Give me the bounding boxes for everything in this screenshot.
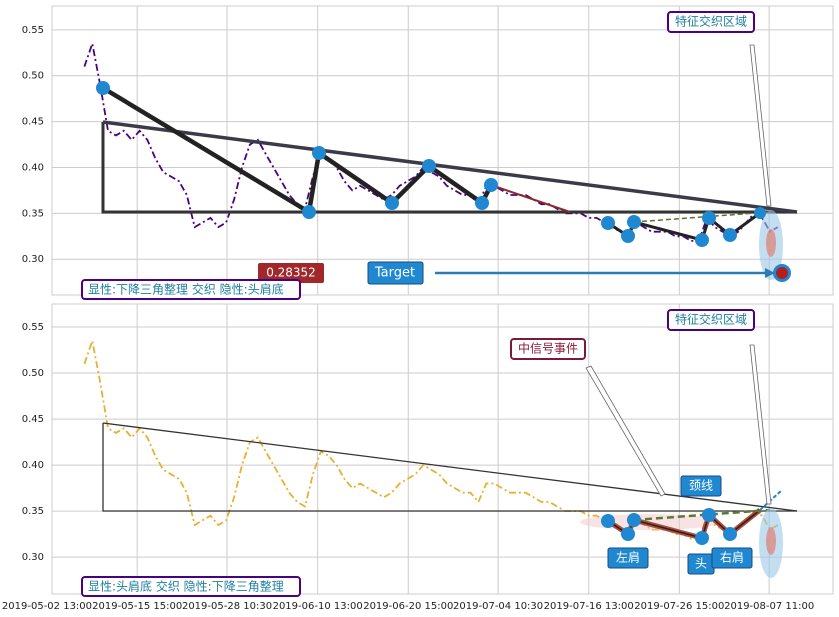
- label-box: [667, 309, 755, 331]
- signal-label: 中信号事件: [518, 341, 578, 356]
- pivot: [627, 513, 641, 527]
- label-box: [81, 279, 301, 300]
- x-tick-label: 2019-05-15 15:00: [92, 601, 182, 612]
- x-tick-label: 2019-05-28 10:30: [182, 601, 272, 612]
- neck-label: 颈线: [689, 479, 713, 493]
- x-tick-label: 2019-07-04 10:30: [453, 601, 543, 612]
- label-box: [367, 261, 424, 285]
- pivot: [695, 531, 709, 545]
- callout-arrow: [749, 44, 772, 207]
- y-tick-label: 0.40: [22, 460, 44, 471]
- neckline: [633, 211, 771, 223]
- zigzag: [490, 184, 571, 213]
- projection: [759, 489, 783, 511]
- pivot: [96, 81, 110, 95]
- triangle: [101, 122, 797, 214]
- zone-label: 特征交织区域: [675, 312, 747, 327]
- triangle-top: [102, 120, 798, 214]
- label-box: [510, 338, 586, 360]
- pattern-label: 显性:头肩底 交织 隐性:下降三角整理: [88, 579, 284, 594]
- pivot: [702, 508, 716, 522]
- pivot: [475, 196, 489, 210]
- y-tick-label: 0.55: [22, 25, 44, 36]
- zone: [766, 527, 776, 555]
- x-tick-label: 2019-06-20 15:00: [363, 601, 453, 612]
- label-box: [711, 547, 753, 569]
- callout-arrow: [585, 365, 666, 497]
- zone: [766, 229, 776, 257]
- arrow-head: [765, 268, 775, 278]
- y-tick-label: 0.55: [22, 322, 44, 333]
- pattern-overlay: 特征交织区域 中信号事件 颈线 左肩 头 右肩 显性:头肩底 交织 隐性:下降三…: [81, 309, 798, 597]
- pivot: [702, 211, 716, 225]
- pivot: [621, 527, 635, 541]
- x-tick-label: 2019-06-10 13:00: [273, 601, 363, 612]
- y-tick-label: 0.50: [22, 71, 44, 82]
- pivot: [621, 229, 635, 243]
- label-box: [680, 475, 722, 497]
- label-box: [258, 263, 324, 283]
- y-tick-label: 0.30: [22, 254, 44, 265]
- x-tick-label: 2019-07-16 13:00: [544, 601, 634, 612]
- pivot: [385, 196, 399, 210]
- x-tick-label: 2019-08-07 11:00: [724, 601, 814, 612]
- pivot: [422, 159, 436, 173]
- y-tick-label: 0.35: [22, 506, 44, 517]
- pivot: [484, 178, 498, 192]
- shoulder-label: 右肩: [720, 550, 744, 565]
- head-label: 头: [695, 557, 707, 571]
- plot-area: [51, 303, 834, 595]
- label-box: [81, 576, 301, 597]
- pivot: [627, 215, 641, 229]
- pattern-overlay: 特征交织区域 0.28352 Target 显性:下降三角整理 交织 隐性:头肩…: [81, 11, 798, 300]
- label-box: [667, 11, 755, 33]
- shoulder-label: 左肩: [616, 550, 640, 565]
- x-tick-label: 2019-05-02 13:00: [2, 601, 92, 612]
- y-tick-label: 0.45: [22, 117, 44, 128]
- triangle-top: [102, 422, 798, 512]
- y-tick-label: 0.50: [22, 368, 44, 379]
- pivot: [601, 514, 615, 528]
- pattern-label: 显性:下降三角整理 交织 隐性:头肩底: [88, 282, 284, 297]
- y-tick-label: 0.45: [22, 414, 44, 425]
- zone-label: 特征交织区域: [675, 14, 747, 29]
- pivot: [601, 216, 615, 230]
- pivot: [302, 205, 316, 219]
- pivot: [754, 207, 766, 219]
- pivot: [695, 233, 709, 247]
- x-tick-label: 2019-07-26 15:00: [634, 601, 724, 612]
- y-tick-label: 0.30: [22, 552, 44, 563]
- target-label: Target: [374, 266, 415, 281]
- label-box: [607, 547, 649, 569]
- triangle: [102, 423, 797, 512]
- pivot: [723, 228, 737, 242]
- y-tick-label: 0.40: [22, 162, 44, 173]
- y-tick-label: 0.35: [22, 208, 44, 219]
- plot-area: [51, 5, 834, 296]
- pivot: [723, 527, 737, 541]
- pivot: [312, 146, 326, 160]
- target-point: [776, 267, 788, 279]
- target-value: 0.28352: [266, 266, 316, 280]
- price-line: [83, 40, 779, 242]
- callout-arrow: [749, 344, 772, 505]
